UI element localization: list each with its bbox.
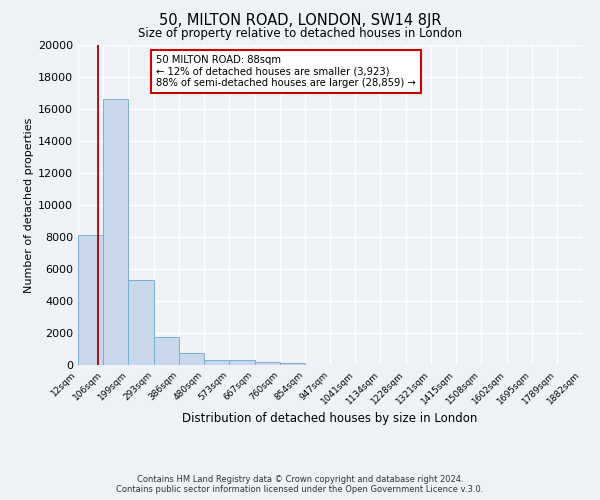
- Text: Contains HM Land Registry data © Crown copyright and database right 2024.
Contai: Contains HM Land Registry data © Crown c…: [116, 474, 484, 494]
- Text: 50, MILTON ROAD, LONDON, SW14 8JR: 50, MILTON ROAD, LONDON, SW14 8JR: [159, 12, 441, 28]
- Bar: [78, 236, 103, 365]
- X-axis label: Distribution of detached houses by size in London: Distribution of detached houses by size …: [182, 412, 478, 424]
- Bar: [280, 363, 305, 365]
- Bar: [128, 280, 154, 365]
- Bar: [204, 360, 229, 365]
- Text: Size of property relative to detached houses in London: Size of property relative to detached ho…: [138, 28, 462, 40]
- Text: 50 MILTON ROAD: 88sqm
← 12% of detached houses are smaller (3,923)
88% of semi-d: 50 MILTON ROAD: 88sqm ← 12% of detached …: [156, 54, 416, 88]
- Bar: [254, 362, 280, 365]
- Bar: [179, 354, 204, 365]
- Bar: [154, 337, 179, 365]
- Y-axis label: Number of detached properties: Number of detached properties: [24, 118, 34, 292]
- Bar: [103, 100, 128, 365]
- Bar: [229, 360, 254, 365]
